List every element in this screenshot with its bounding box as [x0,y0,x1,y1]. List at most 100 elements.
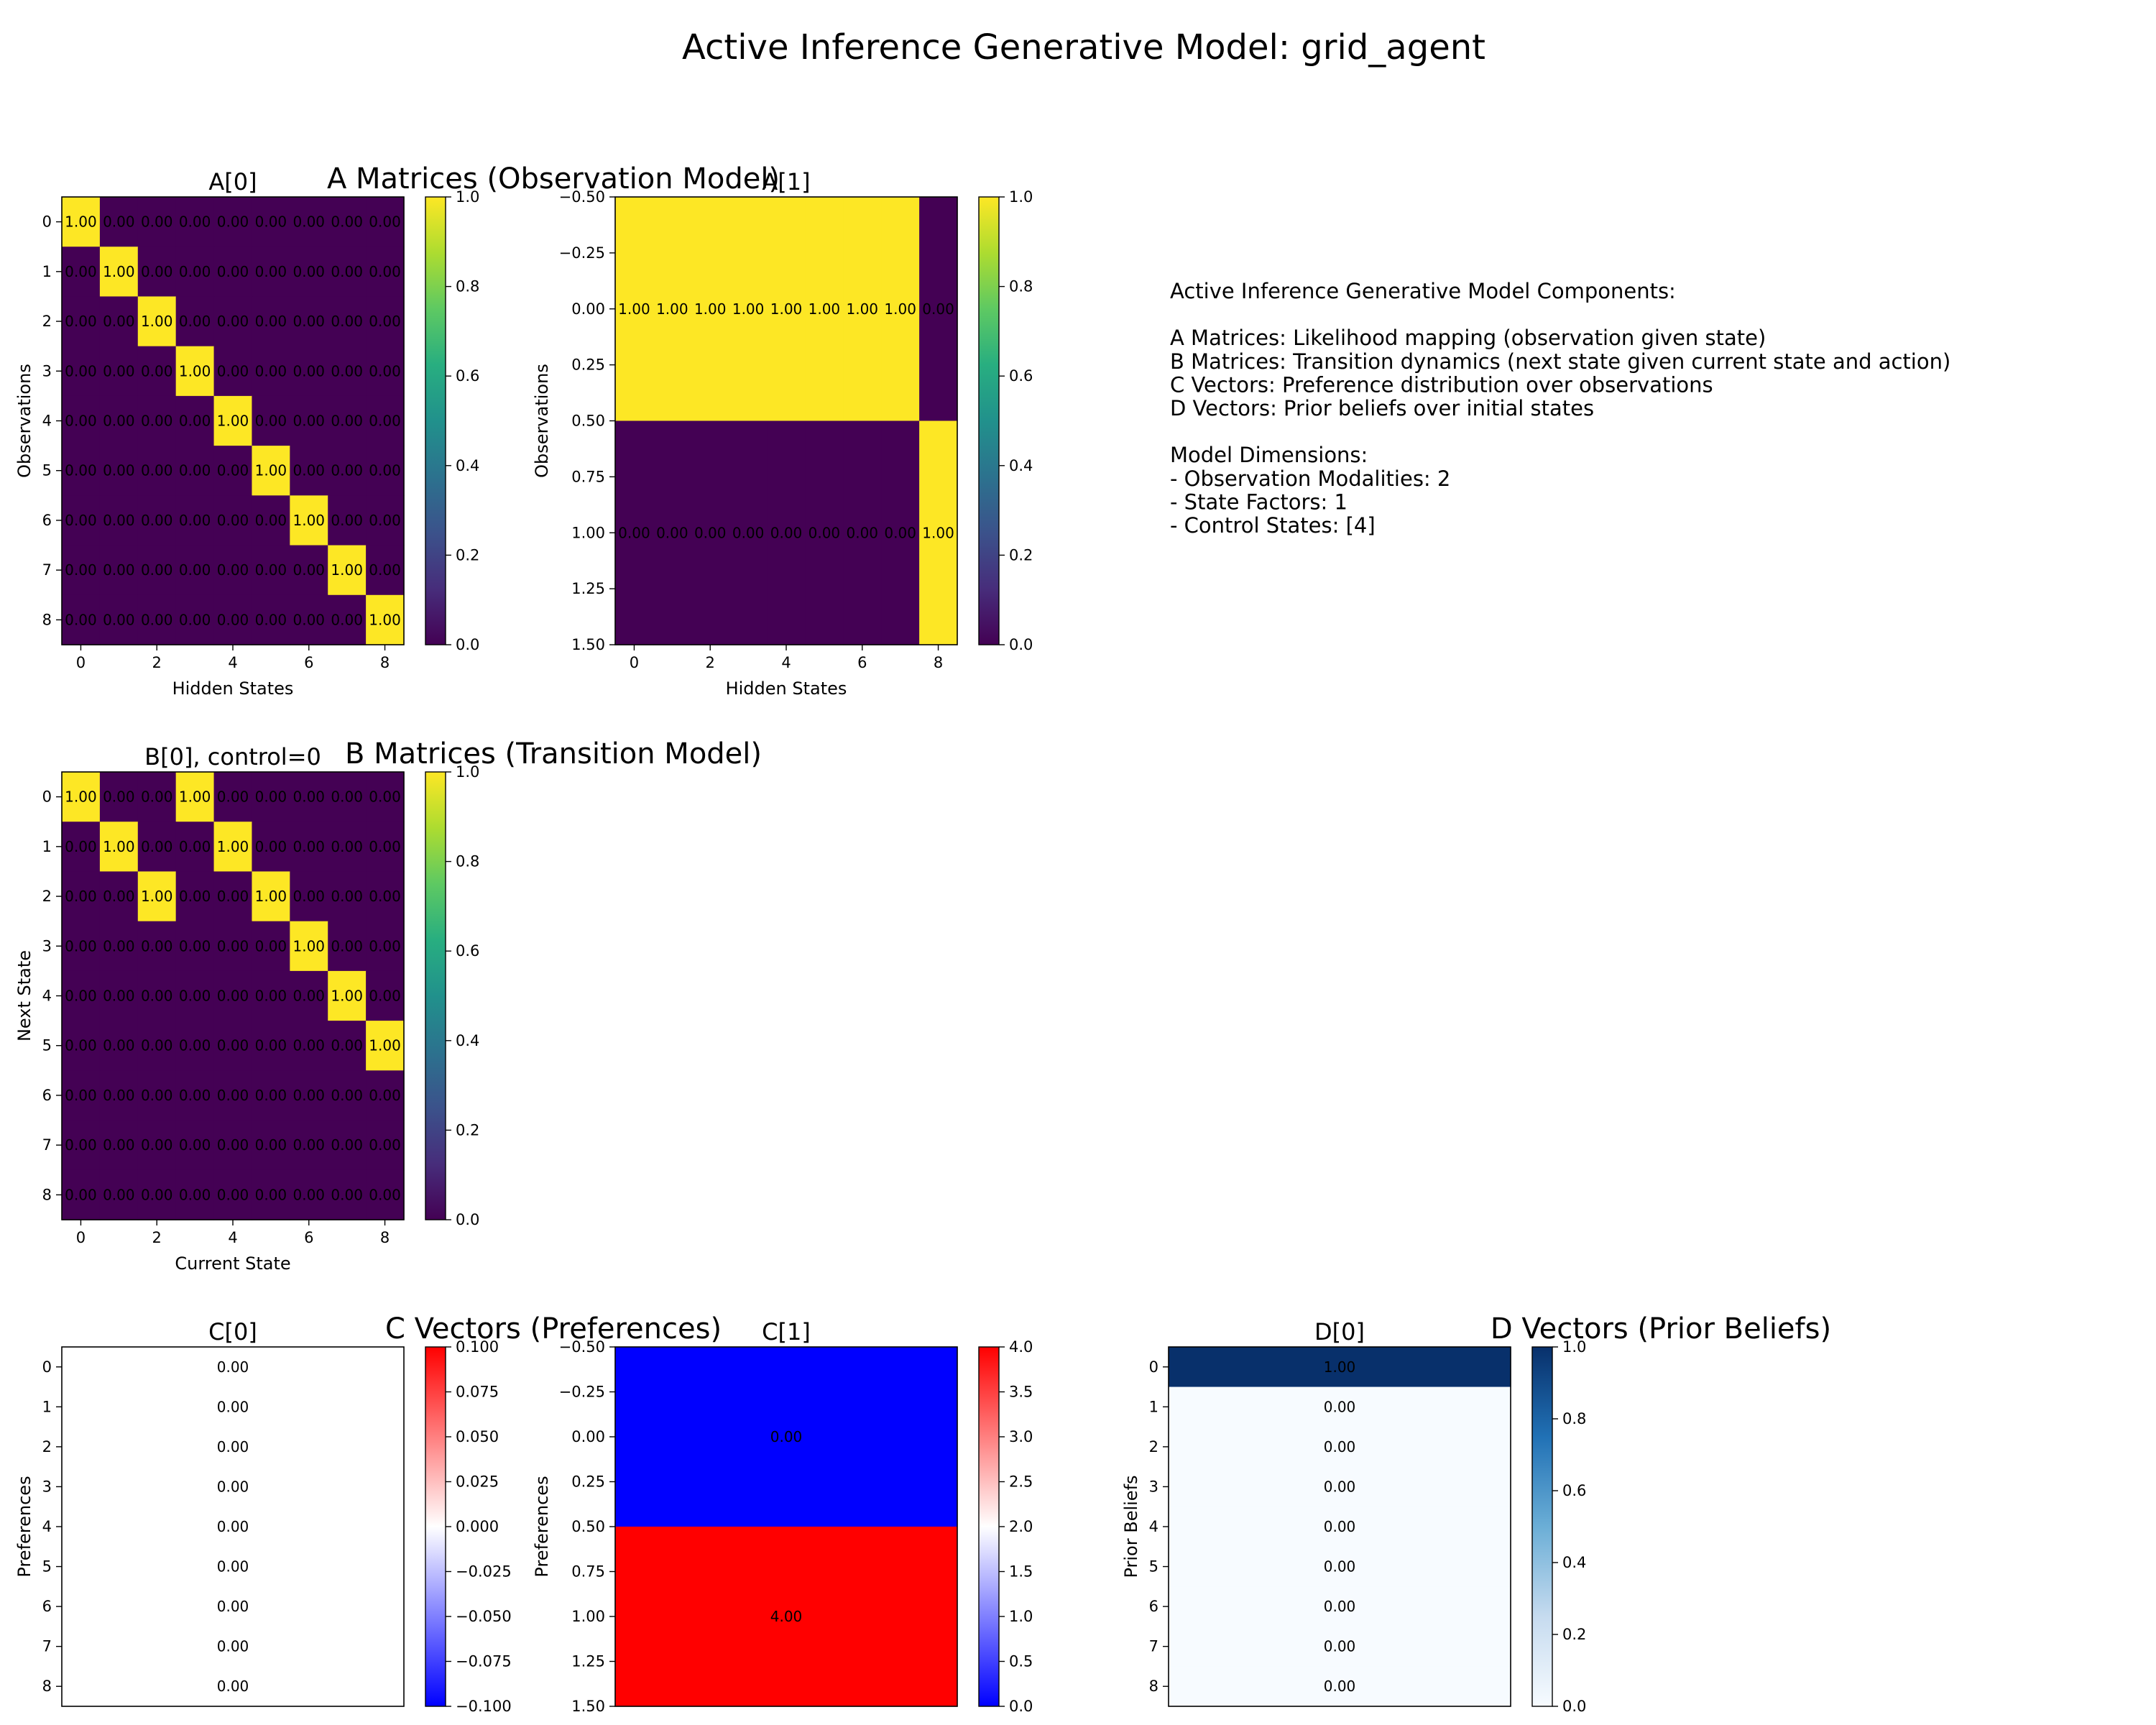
heatmap-cell [328,822,367,873]
cell-value-label: 0.00 [217,462,249,479]
heatmap-cell [805,420,844,645]
cell-value-label: 0.00 [179,313,211,330]
y-tick-label: 0 [42,1358,52,1376]
cell-value-label: 0.00 [1324,1598,1356,1615]
colorbar [425,196,446,645]
heatmap-cell [99,346,139,397]
heatmap-cell [99,395,139,446]
y-tick-label: 7 [42,1136,52,1154]
heatmap-cell [99,1021,139,1071]
heatmap-cell [99,1070,139,1121]
cell-value-label: 0.00 [1324,1438,1356,1455]
heatmap-cell [62,1120,101,1171]
colorbar-tick-label: 0.025 [456,1473,499,1491]
cell-value-label: 0.00 [65,462,97,479]
x-tick-label: 6 [857,654,867,671]
heatmap-cell [252,1021,290,1071]
heatmap-cell [805,197,844,422]
heatmap-cell [175,545,215,596]
heatmap-cell [290,772,328,822]
cell-value-label: 0.00 [217,313,249,330]
cell-value-label: 0.00 [884,524,916,541]
info-line: B Matrices: Transition dynamics (next st… [1170,349,1950,374]
cell-value-label: 0.00 [255,561,287,579]
heatmap-cell [290,1070,328,1121]
cell-value-label: 0.00 [293,988,326,1005]
heatmap-cell [62,346,101,397]
colorbar-tick-label: 0.0 [456,636,479,653]
heatmap-cell [62,1666,405,1707]
cell-value-label: 1.00 [65,213,97,231]
heatmap-cell [252,871,290,922]
info-line: - State Factors: 1 [1170,489,1348,514]
heatmap-cell [62,446,101,496]
heatmap-cell [252,346,290,397]
colorbar-tick-label: 0.4 [1009,457,1033,474]
cell-value-label: 0.00 [141,937,173,954]
colorbar-tick-label: 0.2 [456,546,479,564]
y-tick-label: 1.25 [571,580,605,597]
y-tick-label: 5 [1149,1558,1158,1576]
heatmap-cell [213,247,253,298]
heatmap-cell [328,970,367,1021]
cell-value-label: 1.00 [217,413,249,430]
cell-value-label: 0.00 [331,512,363,529]
heatmap-cell [328,247,367,298]
cell-value-label: 0.00 [103,788,135,806]
heatmap-cell [1169,1506,1511,1547]
colorbar-tick-label: 1.5 [1009,1563,1033,1581]
y-tick-label: 8 [1149,1678,1158,1695]
heatmap-cell [729,420,768,645]
info-line: C Vectors: Preference distribution over … [1170,372,1713,397]
colorbar-tick-label: 0.2 [1009,546,1033,564]
cell-value-label: 0.00 [293,213,326,231]
cell-value-label: 1.00 [103,838,135,855]
cell-value-label: 0.00 [217,937,249,954]
heatmap-cell [175,1021,215,1071]
cell-value-label: 0.00 [217,1438,249,1455]
y-tick-label: −0.50 [559,188,605,206]
cell-value-label: 0.00 [179,838,211,855]
cell-value-label: 0.00 [331,838,363,855]
heatmap-cell [729,197,768,422]
section-title-d: D Vectors (Prior Beliefs) [1491,1312,1831,1346]
heatmap-cell [175,921,215,972]
heatmap-cell [213,296,253,347]
heatmap-cell [366,1169,405,1220]
y-tick-label: 1 [42,838,52,855]
heatmap-cell [137,197,177,247]
y-tick-label: 0.75 [571,468,605,485]
x-tick-label: 4 [228,1229,237,1246]
cell-value-label: 0.00 [293,888,326,905]
x-axis-label: Hidden States [726,678,847,699]
y-tick-label: 0.25 [571,356,605,374]
colorbar-tick-label: 0.8 [1009,278,1033,295]
figure-suptitle: Active Inference Generative Model: grid_… [682,27,1485,68]
cell-value-label: 0.00 [369,1186,401,1203]
cell-value-label: 0.00 [141,512,173,529]
x-axis-label: Hidden States [172,678,294,699]
y-tick-label: 0.50 [571,1518,605,1535]
cell-value-label: 0.00 [369,838,401,855]
heatmap-cell [290,395,328,446]
heatmap-cell [99,921,139,972]
heatmap-cell [290,446,328,496]
x-tick-label: 4 [781,654,791,671]
y-tick-label: 1.50 [571,636,605,653]
heatmap-cell [252,446,290,496]
cell-value-label: 1.00 [922,524,954,541]
cell-value-label: 1.00 [255,888,287,905]
heatmap-cell [328,495,367,546]
cell-value-label: 0.00 [217,362,249,380]
cell-value-label: 0.00 [141,611,173,628]
colorbar-tick-label: 0.2 [456,1121,479,1138]
x-tick-label: 2 [152,654,162,671]
colorbar-tick-label: 0.6 [1562,1482,1586,1499]
heatmap-cell [99,545,139,596]
cell-value-label: 0.00 [369,213,401,231]
heatmap-cell [213,545,253,596]
heatmap-cell [290,1169,328,1220]
heatmap-cell [137,921,177,972]
heatmap-cell [62,871,101,922]
y-tick-label: 1.00 [571,1608,605,1625]
